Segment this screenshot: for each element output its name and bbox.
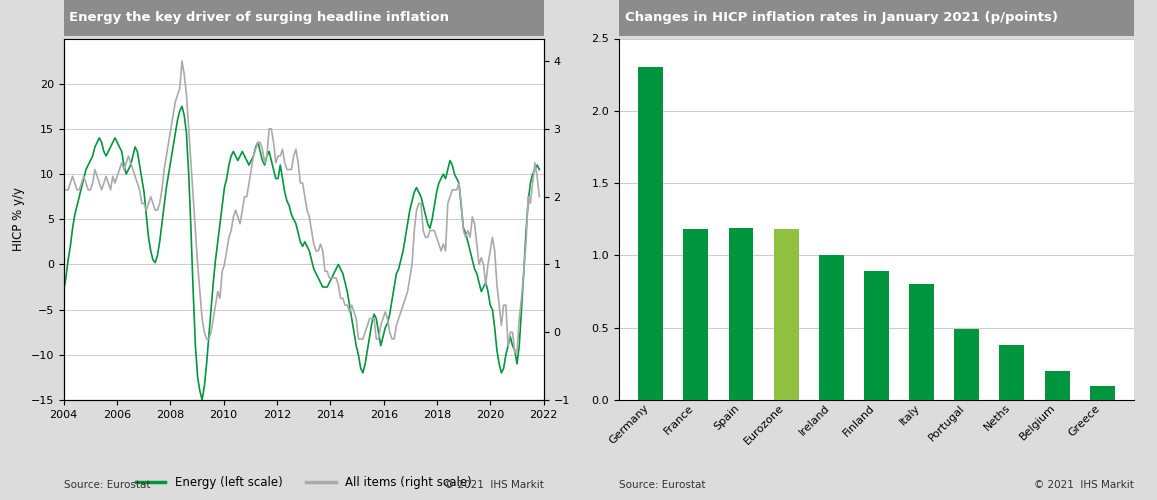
Text: Changes in HICP inflation rates in January 2021 (p/points): Changes in HICP inflation rates in Janua…	[625, 12, 1059, 24]
Bar	[819, 256, 843, 400]
Text: Source: Eurostat: Source: Eurostat	[64, 480, 150, 490]
Bar	[1090, 386, 1114, 400]
Y-axis label: HICP % y/y: HICP % y/y	[12, 187, 25, 251]
Bar	[729, 228, 753, 400]
Bar	[864, 272, 889, 400]
Bar	[1000, 345, 1024, 400]
Text: Source: Eurostat: Source: Eurostat	[619, 480, 706, 490]
Bar	[909, 284, 934, 400]
Bar	[684, 230, 708, 400]
Bar	[774, 230, 798, 400]
Text: © 2021  IHS Markit: © 2021 IHS Markit	[1034, 480, 1134, 490]
Bar	[639, 68, 663, 400]
Text: © 2021  IHS Markit: © 2021 IHS Markit	[444, 480, 544, 490]
Legend: Energy (left scale), All items (right scale): Energy (left scale), All items (right sc…	[131, 471, 477, 494]
Bar	[955, 329, 979, 400]
Text: Energy the key driver of surging headline inflation: Energy the key driver of surging headlin…	[69, 12, 449, 24]
Bar	[1045, 371, 1069, 400]
